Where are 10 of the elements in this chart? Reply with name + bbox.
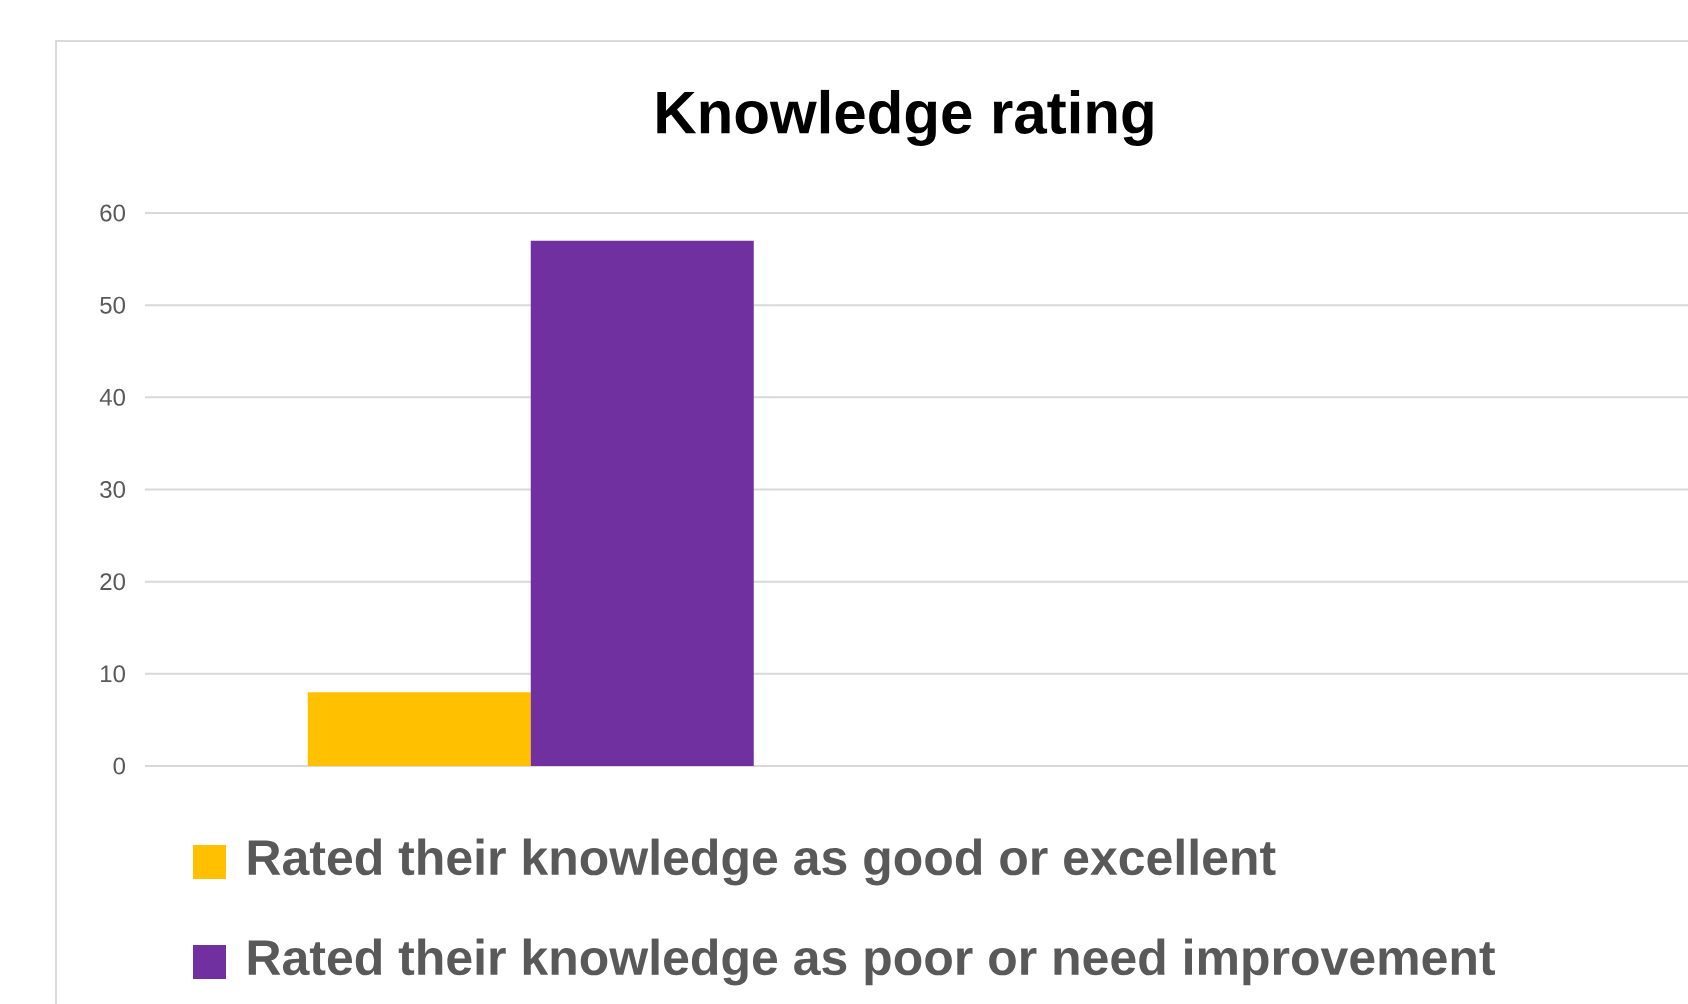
y-tick-label: 60 bbox=[100, 204, 126, 222]
chart-title: Knowledge rating bbox=[657, 89, 1153, 147]
y-tick-label: 0 bbox=[113, 757, 126, 775]
y-tick-label: 30 bbox=[100, 480, 126, 498]
y-tick-label: 50 bbox=[100, 296, 126, 314]
legend-label: Rated their knowledge as poor or need improvement bbox=[248, 938, 1495, 986]
y-tick-label: 10 bbox=[101, 665, 126, 683]
y-tick-label: 40 bbox=[99, 388, 126, 406]
legend-label: Rated their knowledge as good or excellent bbox=[248, 838, 1276, 886]
y-tick-label: 20 bbox=[100, 573, 126, 591]
